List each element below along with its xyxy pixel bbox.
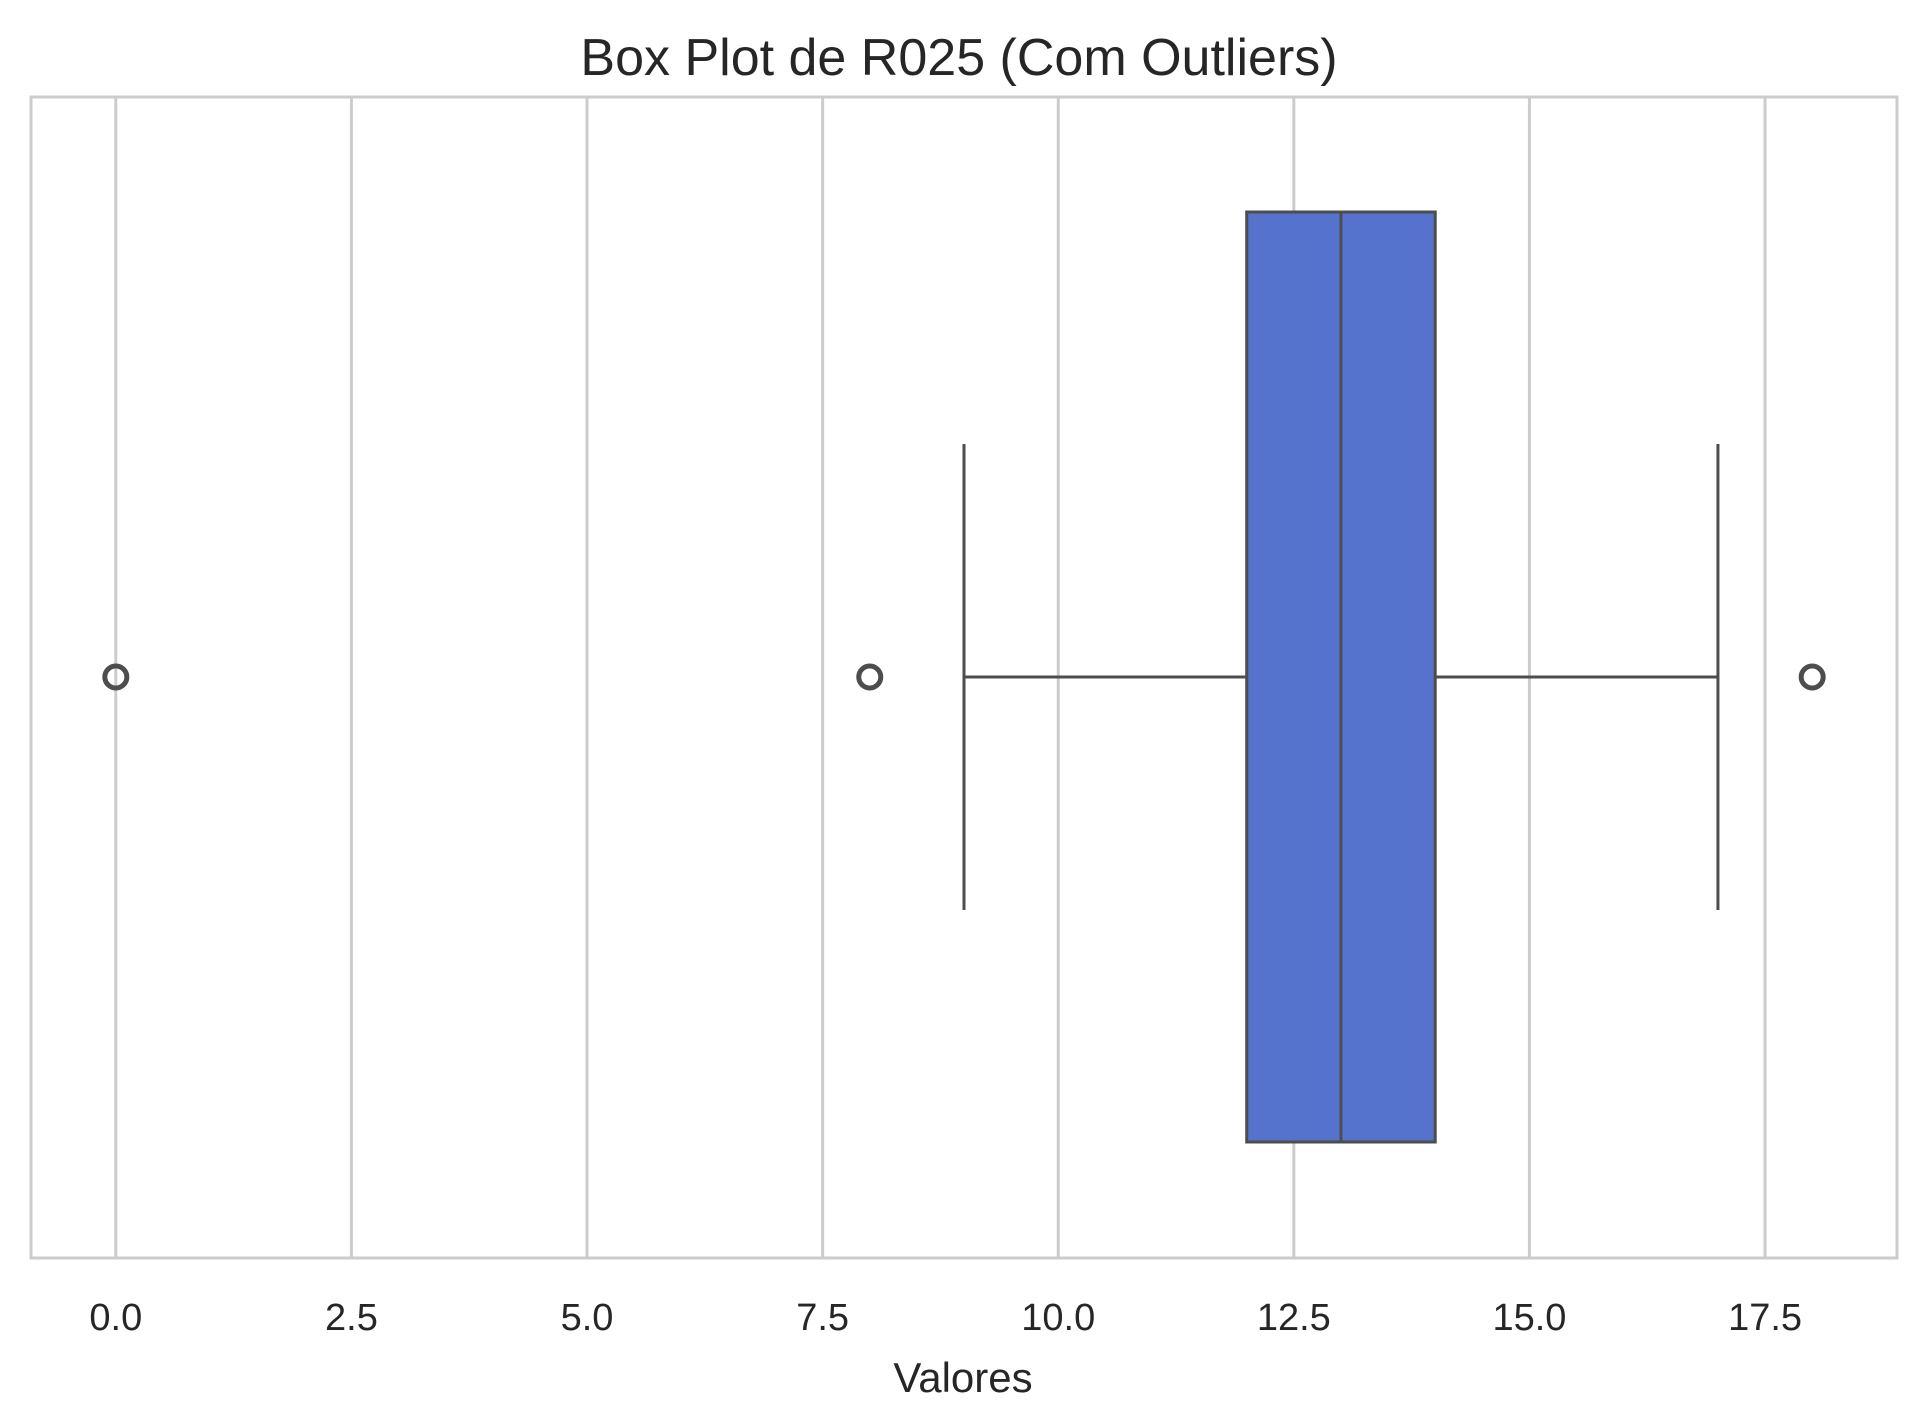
x-tick-label: 10.0 [1021, 1297, 1095, 1339]
chart-title: Box Plot de R025 (Com Outliers) [580, 29, 1337, 87]
plot-frame [29, 95, 1899, 1260]
x-tick-label: 7.5 [796, 1297, 849, 1339]
x-tick-label: 17.5 [1728, 1297, 1802, 1339]
outlier-point [856, 663, 884, 691]
x-tick-label: 15.0 [1492, 1297, 1566, 1339]
x-tick-label: 0.0 [89, 1297, 142, 1339]
x-tick-label: 5.0 [561, 1297, 614, 1339]
x-tick-label: 2.5 [325, 1297, 378, 1339]
x-tick-labels: 0.0 2.5 5.0 7.5 10.0 12.5 15.0 17.5 [89, 1297, 1802, 1339]
x-axis-label: Valores [893, 1354, 1032, 1401]
x-tick-label: 12.5 [1257, 1297, 1331, 1339]
plot-area [102, 210, 1826, 1144]
outlier-point [1798, 663, 1826, 691]
outlier-point [102, 663, 130, 691]
